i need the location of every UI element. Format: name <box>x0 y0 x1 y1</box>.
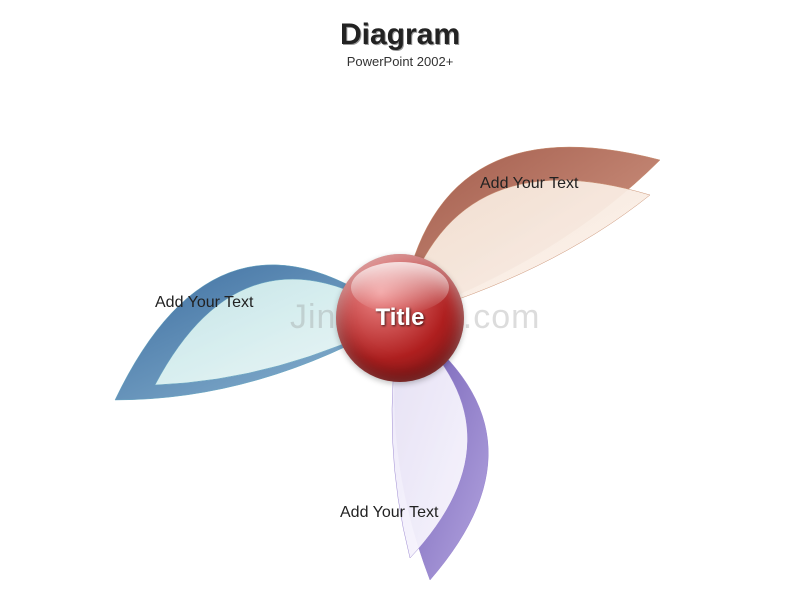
center-label: Title <box>376 304 425 332</box>
center-circle: Title <box>336 254 464 382</box>
petal-label-bottom: Add Your Text <box>340 504 438 522</box>
petal-label-left: Add Your Text <box>155 294 253 312</box>
petal-label-top-right: Add Your Text <box>480 175 578 193</box>
